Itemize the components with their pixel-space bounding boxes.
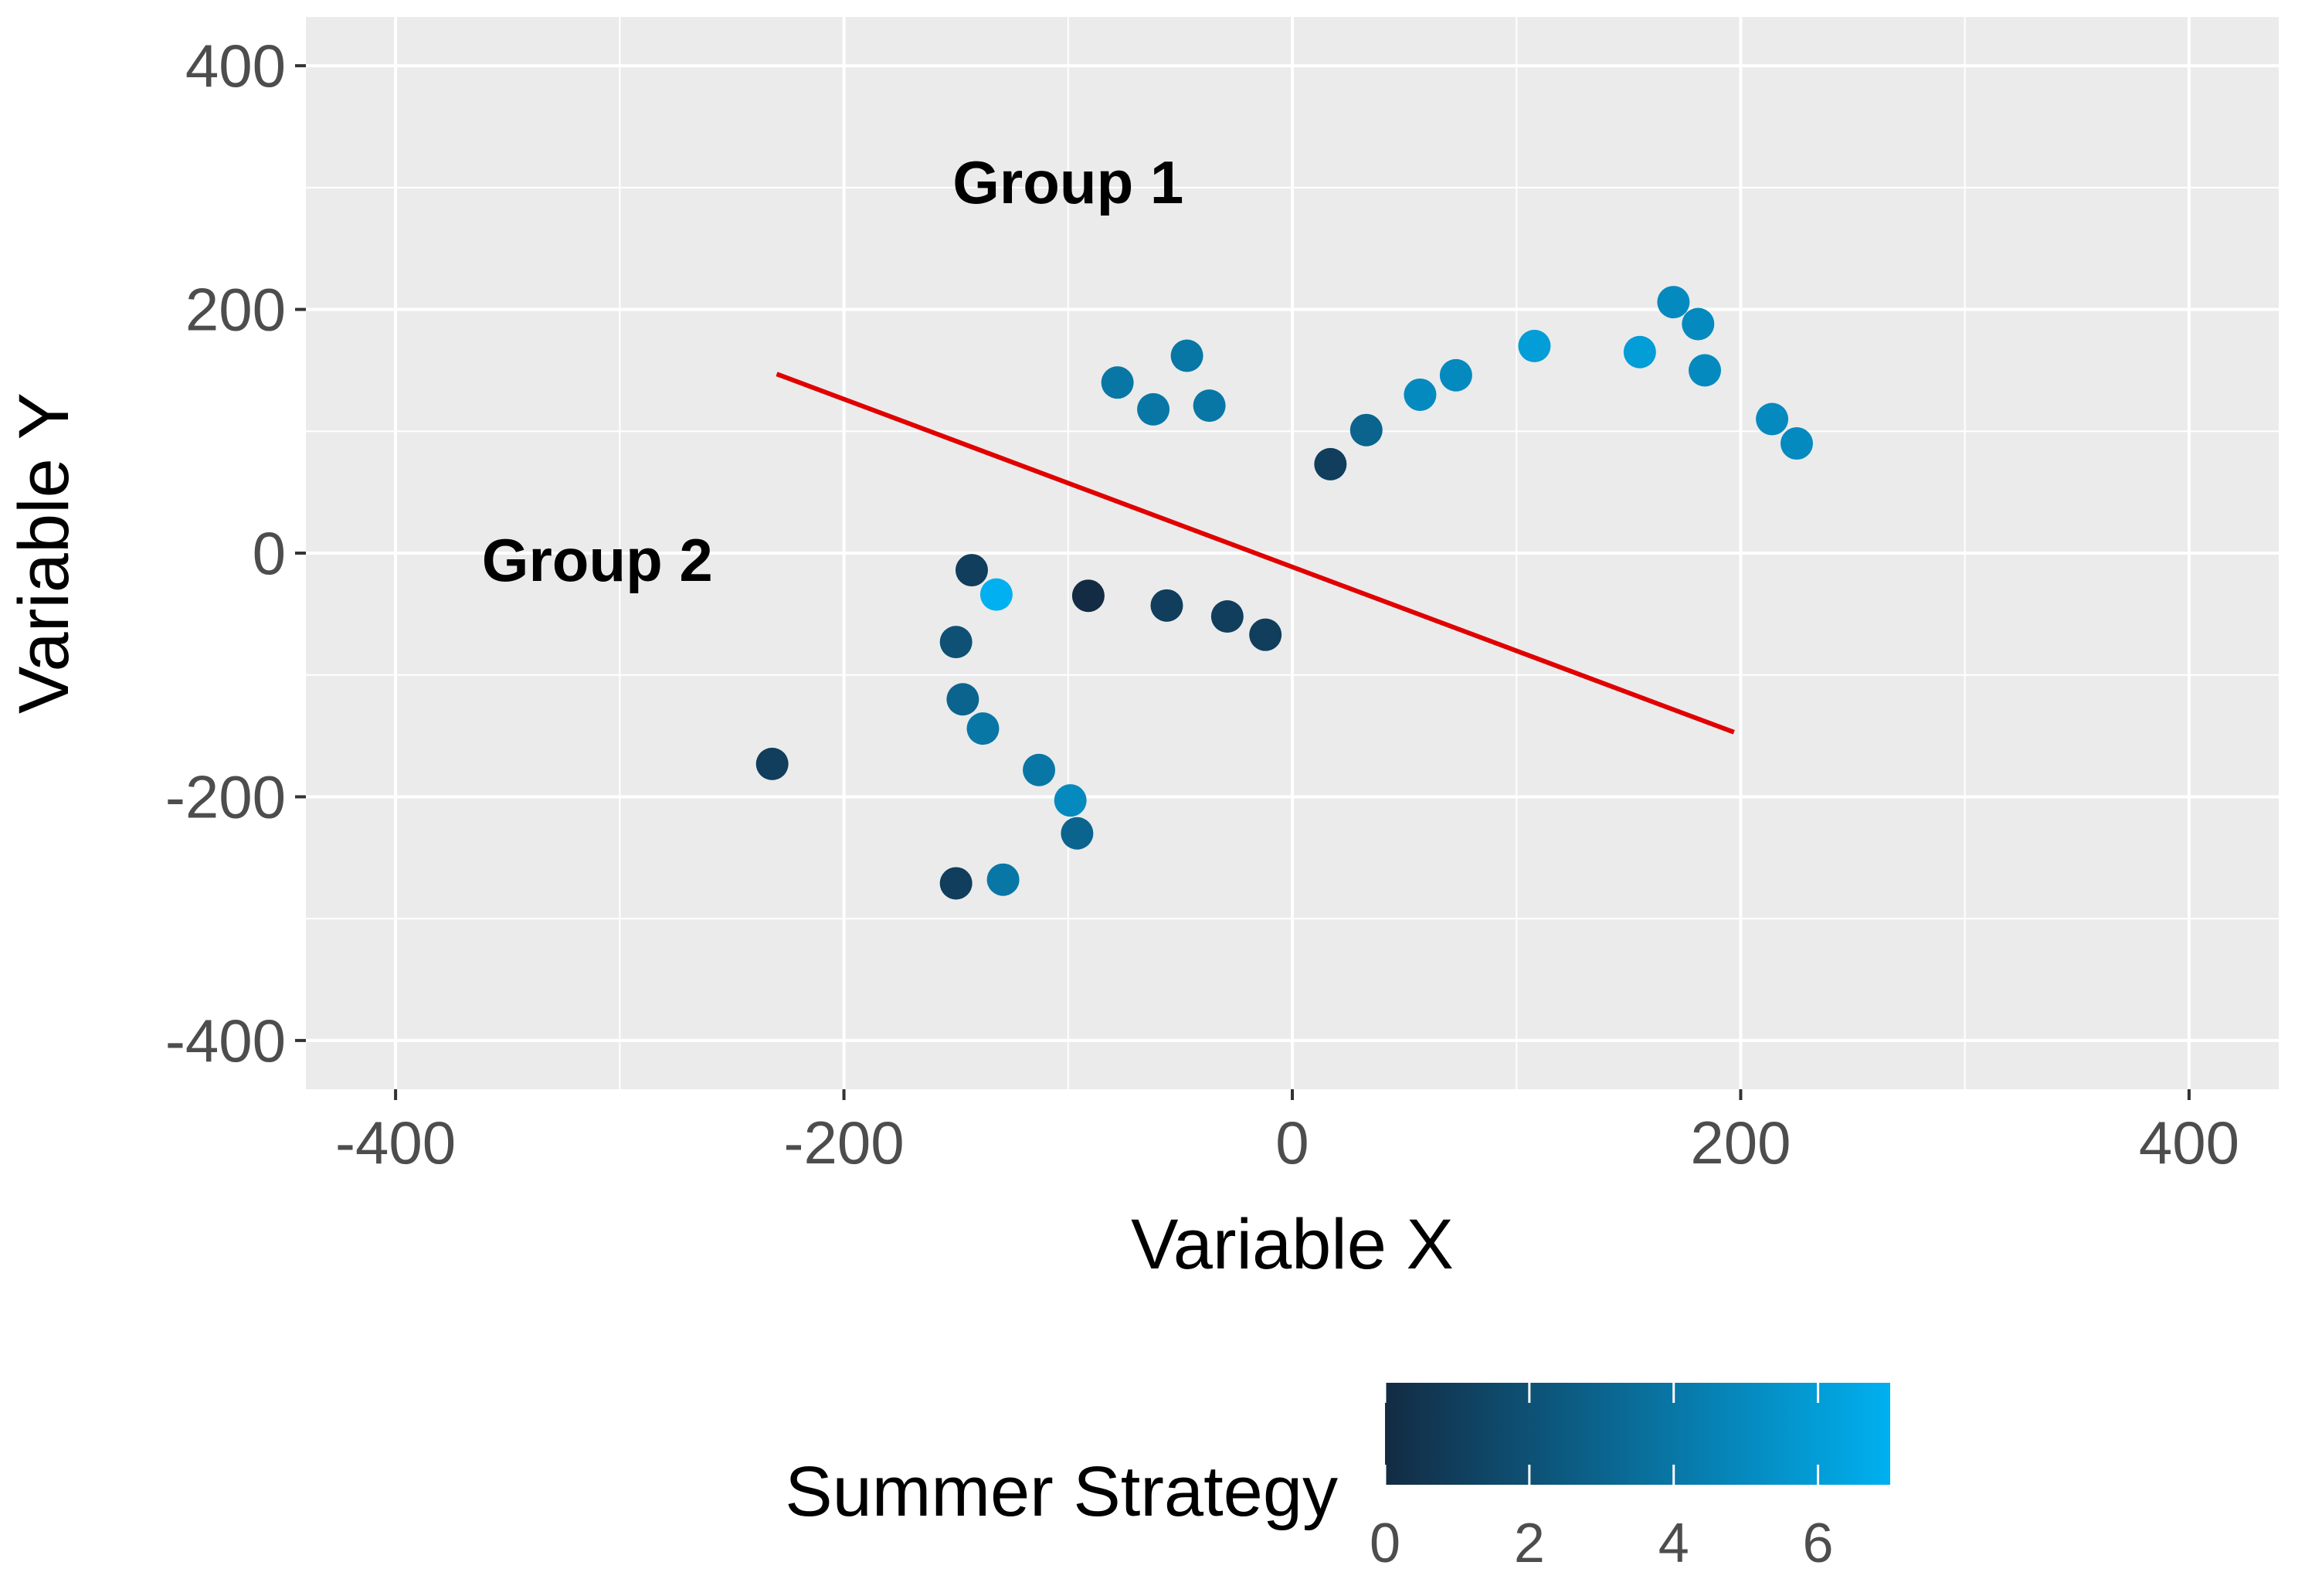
- legend-tick-label: 2: [1514, 1513, 1545, 1574]
- scatter-point: [1349, 413, 1383, 447]
- scatter-point: [1518, 329, 1551, 362]
- scatter-point: [1193, 389, 1226, 423]
- scatter-point: [986, 863, 1020, 896]
- scatter-point: [939, 867, 973, 900]
- scatter-point: [1689, 354, 1722, 387]
- legend-tick-label: 4: [1658, 1513, 1689, 1574]
- scatter-point: [979, 578, 1013, 611]
- x-axis-title: Variable X: [1131, 1205, 1454, 1284]
- scatter-point: [1101, 366, 1134, 399]
- y-tick-label: -400: [165, 1007, 286, 1075]
- legend-colorbar: [1385, 1383, 1890, 1485]
- major-gridlines: [306, 17, 2279, 1089]
- legend-title: Summer Strategy: [785, 1452, 1338, 1531]
- scatter-point: [1657, 286, 1690, 319]
- scatter-point: [755, 747, 789, 780]
- x-tick-label: 400: [2139, 1109, 2239, 1177]
- scatter-point: [946, 683, 979, 716]
- scatter-point: [966, 712, 1000, 745]
- scatter-point: [1781, 427, 1814, 460]
- y-axis-tick-labels: -400 -200 0 200 400: [165, 32, 286, 1075]
- legend-tick-labels: 0 2 4 6: [1370, 1513, 1834, 1574]
- scatter-point: [1023, 753, 1056, 786]
- group-2-label: Group 2: [482, 526, 713, 594]
- x-axis-tick-labels: -400 -200 0 200 400: [335, 1109, 2239, 1177]
- y-tick-label: -200: [165, 762, 286, 830]
- scatter-point: [1404, 378, 1437, 411]
- scatter-point: [1623, 335, 1656, 368]
- scatter-point: [1061, 817, 1094, 850]
- x-tick-label: -400: [335, 1109, 456, 1177]
- separator-line: [776, 372, 1735, 735]
- x-tick-label: -200: [783, 1109, 904, 1177]
- group-1-label: Group 1: [952, 148, 1183, 216]
- axis-ticks: [295, 64, 2191, 1100]
- x-tick-label: 200: [1690, 1109, 1791, 1177]
- x-tick-label: 0: [1275, 1109, 1309, 1177]
- scatter-point: [1439, 358, 1472, 392]
- scatter-point: [1249, 618, 1282, 651]
- scatter-point: [1756, 402, 1789, 436]
- legend-tick-label: 6: [1803, 1513, 1834, 1574]
- scatter-point: [1314, 447, 1347, 480]
- scatter-point: [1071, 579, 1105, 613]
- scatter-point: [1210, 600, 1244, 633]
- scatter-point: [1682, 307, 1715, 341]
- scatter-point: [1137, 392, 1170, 426]
- group-annotations: Group 1 Group 2: [482, 148, 1183, 594]
- legend-tick-label: 0: [1370, 1513, 1400, 1574]
- scatter-point: [1054, 784, 1087, 817]
- y-tick-label: 0: [253, 519, 286, 587]
- scatter-point: [1170, 339, 1203, 372]
- scatter-point: [955, 554, 988, 587]
- y-axis-title: Variable Y: [5, 392, 83, 714]
- color-legend: Summer Strategy 0 2 4 6: [785, 1383, 1890, 1574]
- scatter-point: [939, 626, 973, 659]
- data-points: [755, 286, 1814, 900]
- legend-tick-marks: [1383, 1383, 1820, 1485]
- scatter-point: [1150, 589, 1183, 622]
- y-tick-label: 200: [185, 276, 286, 344]
- y-tick-label: 400: [185, 32, 286, 100]
